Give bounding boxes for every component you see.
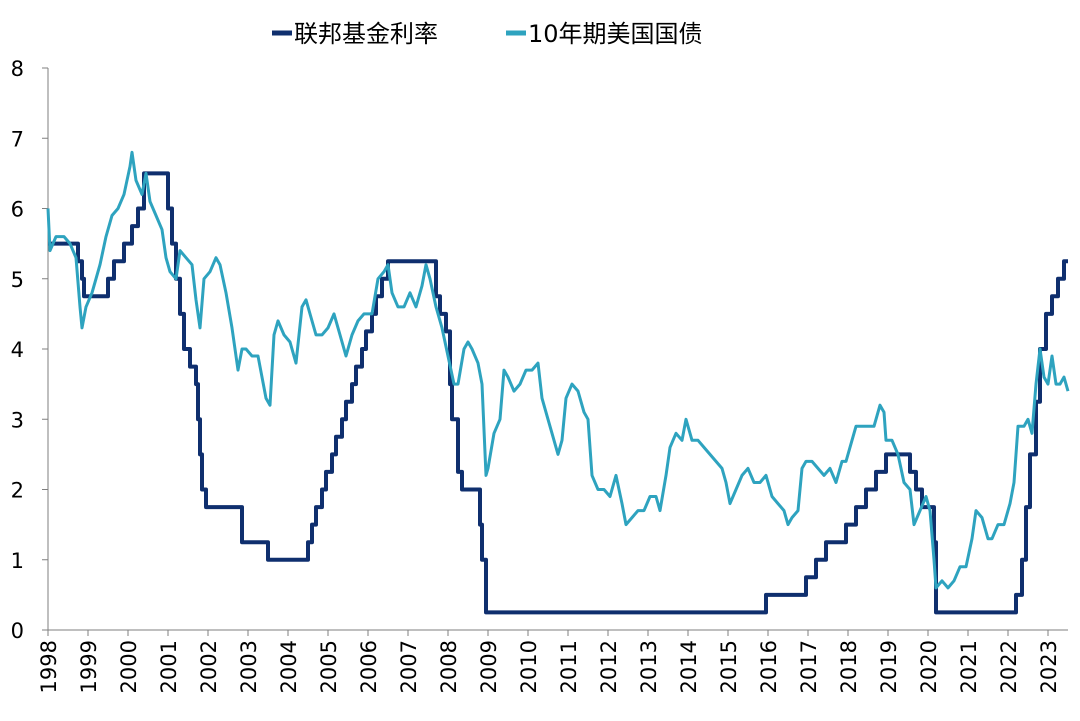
legend-label-fed-funds: 联邦基金利率 [294,20,438,48]
x-tick-label: 2009 [477,640,501,693]
series-line-10y-treasury [46,150,1070,590]
x-tick-label: 2006 [357,640,381,693]
x-tick-label: 2012 [597,640,621,693]
x-tick-label: 2003 [237,640,261,693]
x-tick-label: 2002 [197,640,221,693]
x-axis: 1998 1999 2000 2001 2002 2003 2004 2005 2006 2007… [37,629,1068,693]
x-tick-label: 2022 [997,640,1021,693]
y-axis: 0 1 2 3 4 5 6 7 8 [11,57,49,643]
y-tick-label: 0 [11,619,24,643]
x-tick-label: 2019 [877,640,901,693]
x-tick-label: 2013 [637,640,661,693]
x-tick-label: 2017 [797,640,821,693]
legend-label-10y-treasury: 10年期美国国债 [528,20,703,48]
x-tick-label: 2015 [717,640,741,693]
y-tick-label: 2 [11,479,24,503]
x-tick-label: 2011 [557,640,581,693]
x-tick-label: 2000 [117,640,141,693]
y-tick-label: 7 [11,127,24,151]
x-tick-label: 1999 [77,640,101,693]
x-tick-label: 2005 [317,640,341,693]
x-tick-label: 2021 [957,640,981,693]
x-tick-label: 2010 [517,640,541,693]
x-tick-label: 2014 [677,640,701,693]
x-tick-label: 2023 [1037,640,1061,693]
legend: 联邦基金利率 10年期美国国债 [272,20,703,48]
x-tick-label: 2004 [277,640,301,693]
x-tick-label: 2007 [397,640,421,693]
x-tick-label: 2020 [917,640,941,693]
y-tick-label: 8 [11,57,24,81]
series-line-fed-funds [48,171,1068,615]
x-tick-label: 1998 [37,640,61,693]
y-tick-label: 6 [11,198,24,222]
x-tick-label: 2016 [757,640,781,693]
y-tick-label: 3 [11,408,24,432]
x-tick-label: 2001 [157,640,181,693]
y-tick-label: 5 [11,268,24,292]
series-layer [46,150,1070,615]
x-tick-label: 2018 [837,640,861,693]
y-tick-label: 1 [11,549,24,573]
y-tick-label: 4 [11,338,24,362]
x-tick-label: 2008 [437,640,461,693]
